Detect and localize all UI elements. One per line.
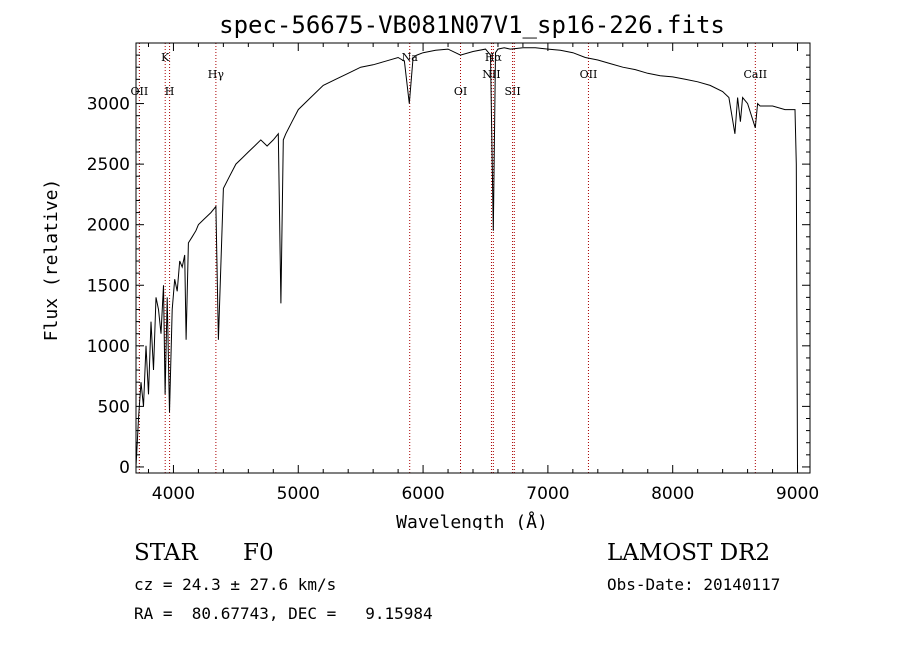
y-axis-label: Flux (relative) [41, 179, 62, 342]
coordinates: RA = 80.67743, DEC = 9.15984 [134, 604, 433, 623]
spectral-line-label-5: OI [454, 85, 467, 98]
obs-date: Obs-Date: 20140117 [607, 575, 781, 594]
spectral-line-label-3: Hγ [208, 68, 225, 81]
y-tick-label-3: 1500 [87, 276, 130, 296]
x-tick-label-5: 9000 [776, 484, 819, 504]
spectral-line-label-8: SII [504, 85, 520, 98]
survey-name: LAMOST DR2 [607, 540, 771, 566]
y-tick-label-1: 500 [98, 397, 130, 417]
x-tick-label-1: 5000 [277, 484, 320, 504]
spectral-line-label-1: H [165, 85, 175, 98]
spectral-line-label-11: CaII [743, 68, 767, 81]
x-tick-label-4: 8000 [651, 484, 694, 504]
object-class: STAR [134, 540, 198, 566]
spectral-line-label-4: Na [402, 51, 419, 64]
plot-frame [135, 42, 811, 474]
redshift-value: cz = 24.3 ± 27.6 km/s [134, 575, 337, 594]
y-axis-ticks: 0 500 1000 1500 2000 2500 3000 [87, 54, 810, 478]
x-tick-label-3: 7000 [526, 484, 569, 504]
y-tick-label-0: 0 [119, 458, 130, 478]
x-tick-label-0: 4000 [152, 484, 195, 504]
y-tick-label-2: 1000 [87, 337, 130, 357]
x-tick-label-2: 6000 [401, 484, 444, 504]
spectral-line-label-0: K [161, 51, 170, 64]
spectrum-chart: spec-56675-VB081N07V1_sp16-226.fits K H OI… [41, 11, 819, 530]
series-layer [135, 47, 798, 470]
x-axis-ticks: 4000 5000 6000 7000 8000 9000 [147, 43, 819, 504]
spectral-line-label-6: NII [482, 68, 500, 81]
spectral-line-label-10: OII [580, 68, 598, 81]
x-axis-label: Wavelength (Å) [396, 511, 548, 530]
y-tick-label-5: 2500 [87, 155, 130, 175]
chart-title: spec-56675-VB081N07V1_sp16-226.fits [219, 11, 725, 39]
y-tick-label-6: 3000 [87, 95, 130, 115]
y-tick-label-4: 2000 [87, 216, 130, 236]
spectral-line-label-7: Hα [485, 51, 503, 64]
object-subclass: F0 [243, 540, 274, 566]
spectrum-series-0 [135, 47, 798, 470]
